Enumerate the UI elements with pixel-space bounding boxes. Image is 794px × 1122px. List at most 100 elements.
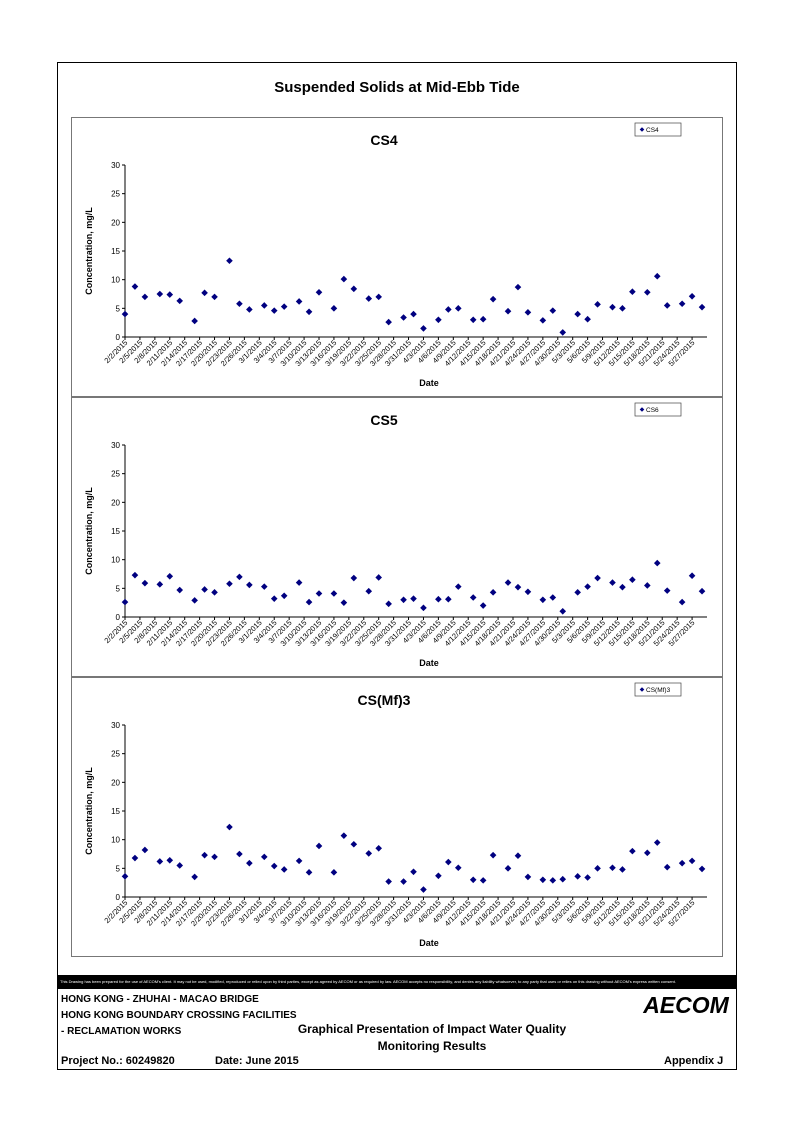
data-point	[524, 588, 532, 596]
legend-box	[634, 402, 682, 417]
y-tick-label: 20	[111, 778, 120, 787]
y-tick-label: 15	[111, 247, 120, 256]
y-tick-label: 30	[111, 721, 120, 730]
data-point	[176, 586, 184, 594]
data-point	[400, 878, 407, 885]
y-tick-label: 10	[111, 836, 120, 845]
data-point	[609, 864, 616, 872]
data-point	[524, 873, 532, 881]
data-point	[479, 602, 487, 609]
data-point	[141, 579, 149, 587]
data-point	[385, 878, 392, 885]
data-point	[663, 302, 671, 309]
data-point	[504, 865, 512, 872]
y-tick-label: 10	[111, 276, 120, 285]
data-point	[131, 854, 139, 862]
data-point	[280, 866, 288, 873]
data-point	[375, 574, 382, 581]
y-axis-label: Concentration, mg/L	[84, 767, 94, 855]
chart-title: CS(Mf)3	[358, 692, 411, 708]
data-point	[584, 874, 591, 881]
data-point	[653, 272, 661, 280]
data-point	[514, 283, 522, 291]
project-line-2: HONG KONG BOUNDARY CROSSING FACILITIES	[61, 1010, 297, 1021]
data-point	[375, 293, 382, 301]
data-point	[121, 873, 129, 880]
appendix-label: Appendix J	[664, 1055, 724, 1067]
data-point	[365, 295, 373, 302]
legend-label: CS6	[646, 407, 659, 414]
data-point	[315, 842, 323, 850]
legend-marker	[639, 127, 645, 132]
data-point	[226, 257, 233, 265]
data-point	[226, 580, 233, 588]
data-point	[176, 297, 184, 305]
data-point	[574, 589, 581, 596]
data-point	[305, 869, 313, 876]
data-point	[445, 858, 452, 866]
data-point	[315, 288, 323, 296]
data-point	[236, 300, 243, 308]
data-point	[201, 851, 208, 859]
chart-panel-cs5: CS5 0 5 10 15 20 25 30 Concentration, mg/L 2/2/20…	[71, 397, 723, 677]
data-point	[375, 844, 382, 852]
data-point	[584, 583, 591, 590]
data-point	[340, 832, 348, 839]
data-point	[350, 840, 358, 848]
data-point	[559, 329, 567, 336]
data-point	[350, 285, 358, 293]
y-tick-label: 20	[111, 498, 120, 507]
data-point	[445, 306, 452, 313]
data-point	[539, 876, 547, 884]
report-title-line-2: Monitoring Results	[377, 1039, 487, 1053]
legend-label: CS(Mf)3	[646, 687, 671, 694]
y-tick-label: 0	[116, 333, 121, 342]
data-point	[176, 862, 184, 869]
page-frame	[57, 62, 737, 1070]
data-point	[445, 595, 452, 603]
data-point	[609, 579, 616, 586]
legend-box	[634, 682, 682, 697]
data-point	[156, 858, 164, 865]
data-point	[305, 598, 313, 606]
report-title-line-1: Graphical Presentation of Impact Water Q…	[297, 1022, 567, 1036]
y-tick-label: 5	[116, 304, 121, 313]
data-point	[420, 604, 427, 612]
data-point	[315, 590, 323, 597]
x-axis-label: Date	[419, 938, 439, 948]
data-point	[594, 301, 601, 308]
data-point	[435, 316, 442, 324]
data-point	[514, 583, 522, 591]
aecom-logo: AECOM	[642, 992, 729, 1018]
data-point	[211, 589, 218, 596]
data-point	[549, 307, 557, 314]
y-axis-label: Concentration, mg/L	[84, 207, 94, 295]
data-point	[653, 839, 661, 846]
data-point	[201, 289, 208, 297]
data-point	[539, 317, 547, 324]
data-point	[236, 573, 243, 581]
data-point	[619, 305, 626, 312]
data-point	[653, 559, 661, 567]
data-point	[295, 857, 303, 865]
data-point	[479, 877, 487, 884]
data-point	[410, 595, 417, 602]
chart-panel-cs4: CS4 0 5 10 15 20 25 30 Concentration, mg/L 2/2/20…	[71, 117, 723, 397]
data-point	[121, 310, 129, 318]
data-point	[504, 579, 512, 586]
data-point	[236, 850, 243, 858]
data-point	[469, 594, 477, 601]
data-point	[644, 849, 651, 857]
data-point	[698, 865, 706, 873]
y-tick-label: 5	[116, 584, 121, 593]
data-point	[156, 581, 164, 588]
y-tick-label: 15	[111, 527, 120, 536]
data-point	[340, 599, 348, 606]
y-tick-label: 30	[111, 441, 120, 450]
y-tick-label: 25	[111, 190, 120, 199]
data-point	[688, 572, 696, 580]
data-point	[489, 589, 497, 596]
data-point	[295, 579, 303, 586]
data-point	[305, 308, 313, 316]
